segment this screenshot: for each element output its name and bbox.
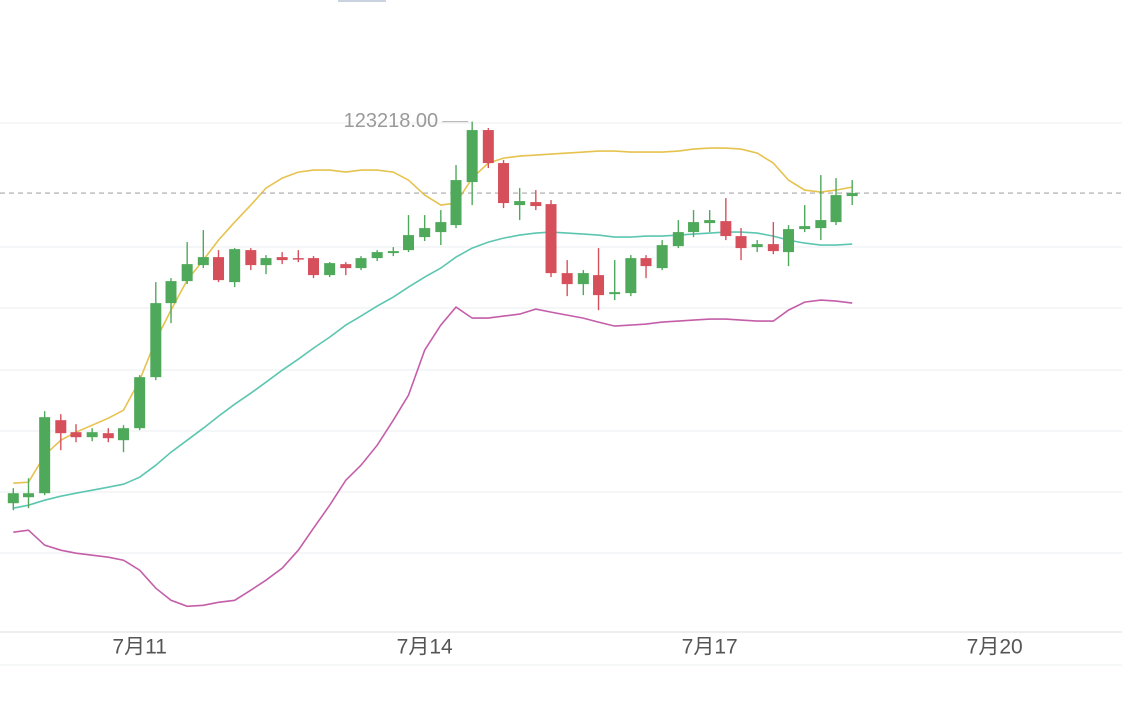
candle-body (150, 303, 162, 378)
candle-body (735, 236, 747, 249)
candle-body (39, 417, 51, 494)
candle-body (371, 252, 383, 259)
band-line (13, 299, 853, 608)
candle-body (640, 258, 652, 267)
candle-body (656, 245, 668, 269)
candle-body (577, 273, 589, 285)
candle-body (197, 257, 209, 266)
x-tick-label: 7月20 (967, 636, 1023, 659)
candle-body (181, 264, 193, 282)
candle-body (308, 258, 320, 276)
candle-body (7, 493, 19, 504)
candle-body (688, 222, 700, 233)
candle-body (498, 163, 510, 204)
candle-body (260, 258, 272, 266)
candle-body (609, 292, 621, 295)
max-label: 123218.00 (344, 110, 439, 132)
grid (0, 122, 1122, 666)
candle-body (720, 221, 732, 237)
candle-body (625, 258, 637, 294)
candle-body (324, 263, 336, 276)
candle-body (751, 244, 763, 248)
candle-body (450, 180, 462, 226)
candle-body (561, 273, 573, 285)
candle-body (846, 193, 858, 197)
candle-body (767, 244, 779, 252)
x-tick-label: 7月11 (112, 636, 166, 659)
candle-body (118, 428, 130, 441)
candle-body (165, 281, 177, 304)
candle-body (530, 202, 542, 207)
candle-body (435, 222, 447, 233)
candle-body (276, 257, 288, 261)
candle-body (593, 275, 605, 296)
candle-body (672, 232, 684, 247)
candle-body (23, 493, 35, 498)
candle-body (514, 201, 526, 206)
candle-body (799, 226, 811, 230)
top-tab (338, 0, 386, 2)
candle-body (545, 204, 557, 274)
candle-body (419, 228, 431, 238)
candle-body (70, 432, 82, 438)
candle-body (340, 264, 352, 269)
candle-body (704, 220, 716, 224)
candle-body (134, 377, 146, 429)
candle-body (355, 258, 367, 269)
x-tick-label: 7月14 (397, 636, 453, 659)
candle-body (213, 257, 225, 281)
candle-body (387, 251, 399, 254)
band-line (13, 231, 853, 509)
candle-body (86, 432, 98, 438)
candle-body (783, 229, 795, 253)
candle-body (482, 130, 494, 164)
candle-body (815, 220, 827, 229)
candle-body (830, 195, 842, 223)
x-tick-label: 7月17 (682, 636, 738, 659)
candle-body (229, 249, 241, 283)
candle-body (292, 258, 304, 260)
candle-body (102, 433, 114, 439)
candle-body (403, 235, 415, 251)
candle-body (466, 130, 478, 183)
candle-body (245, 250, 257, 266)
candle-body (55, 420, 67, 434)
